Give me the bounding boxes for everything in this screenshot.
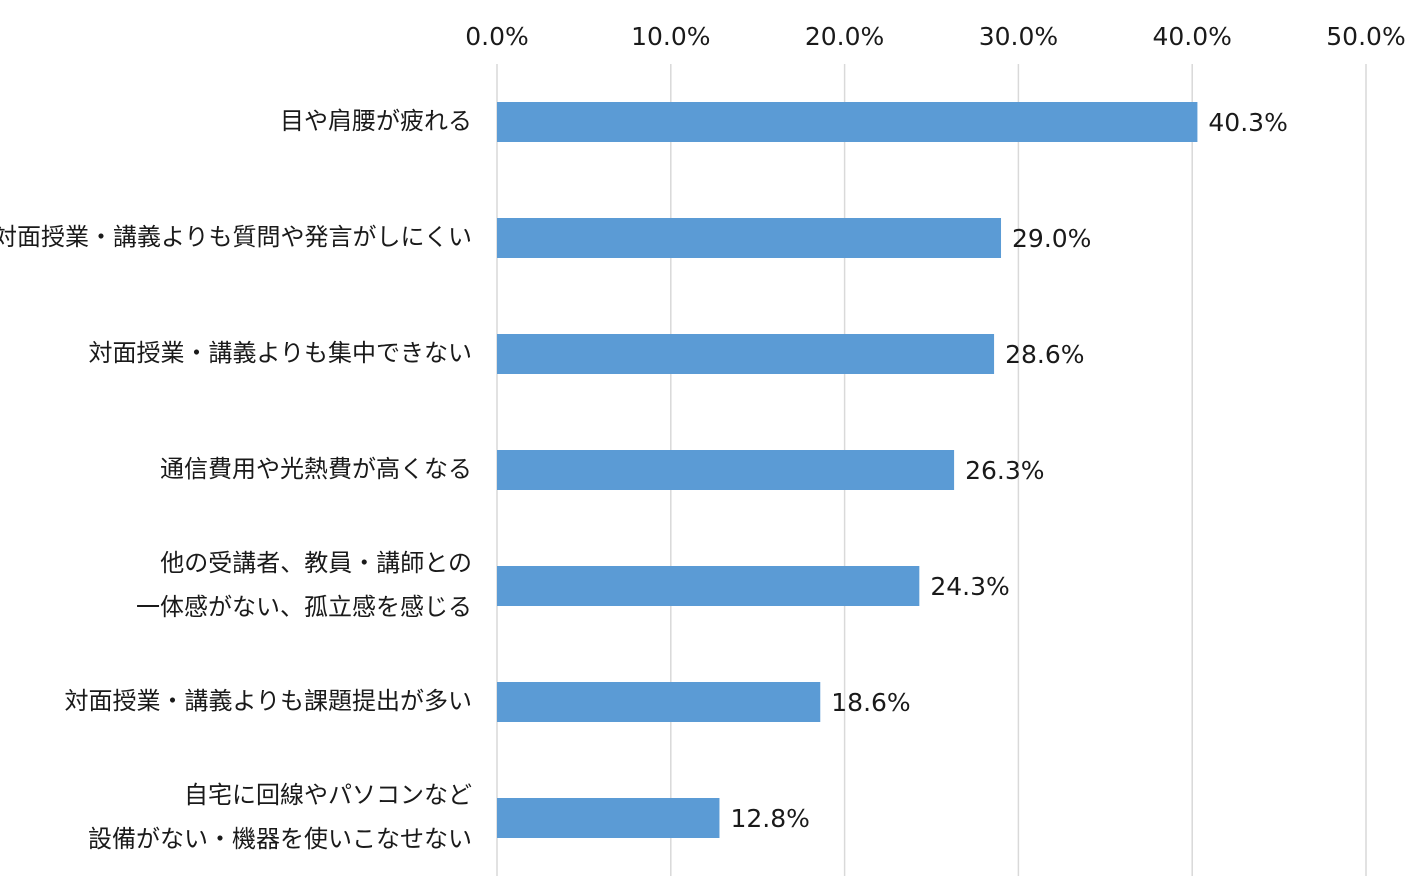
data-labels: 40.3% 29.0% 28.6% 26.3% 24.3% 18.6% 12.8% [730,108,1287,833]
category-label: 対面授業・講義よりも集中できない [88,339,472,367]
bar [497,218,1002,258]
bar [497,566,920,606]
x-tick-label: 10.0% [631,22,710,51]
category-label: 自宅に回線やパソコンなど [184,781,472,809]
category-label: 設備がない・機器を使いこなせない [88,825,472,853]
bar [497,102,1198,142]
data-label: 40.3% [1208,108,1287,137]
x-tick-label: 20.0% [805,22,884,51]
x-tick-label: 30.0% [979,22,1058,51]
category-label: 他の受講者、教員・講師との [160,549,472,577]
data-label: 24.3% [930,572,1009,601]
data-label: 28.6% [1005,340,1084,369]
x-axis-tick-labels: 0.0% 10.0% 20.0% 30.0% 40.0% 50.0% [465,22,1405,51]
bar [497,798,720,838]
data-label: 29.0% [1012,224,1091,253]
bar [497,334,995,374]
data-label: 18.6% [831,688,910,717]
bar [497,682,821,722]
x-tick-label: 0.0% [465,22,529,51]
category-labels: 目や肩腰が疲れる対面授業・講義よりも質問や発言がしにくい対面授業・講義よりも集中… [0,107,472,853]
category-label: 対面授業・講義よりも質問や発言がしにくい [0,223,472,251]
bars [497,102,1198,838]
x-tick-label: 50.0% [1326,22,1405,51]
x-tick-label: 40.0% [1152,22,1231,51]
category-label: 一体感がない、孤立感を感じる [136,593,472,621]
category-label: 目や肩腰が疲れる [280,107,472,135]
data-label: 26.3% [965,456,1044,485]
bar [497,450,955,490]
category-label: 通信費用や光熱費が高くなる [160,455,472,483]
category-label: 対面授業・講義よりも課題提出が多い [64,687,472,715]
data-label: 12.8% [730,804,809,833]
